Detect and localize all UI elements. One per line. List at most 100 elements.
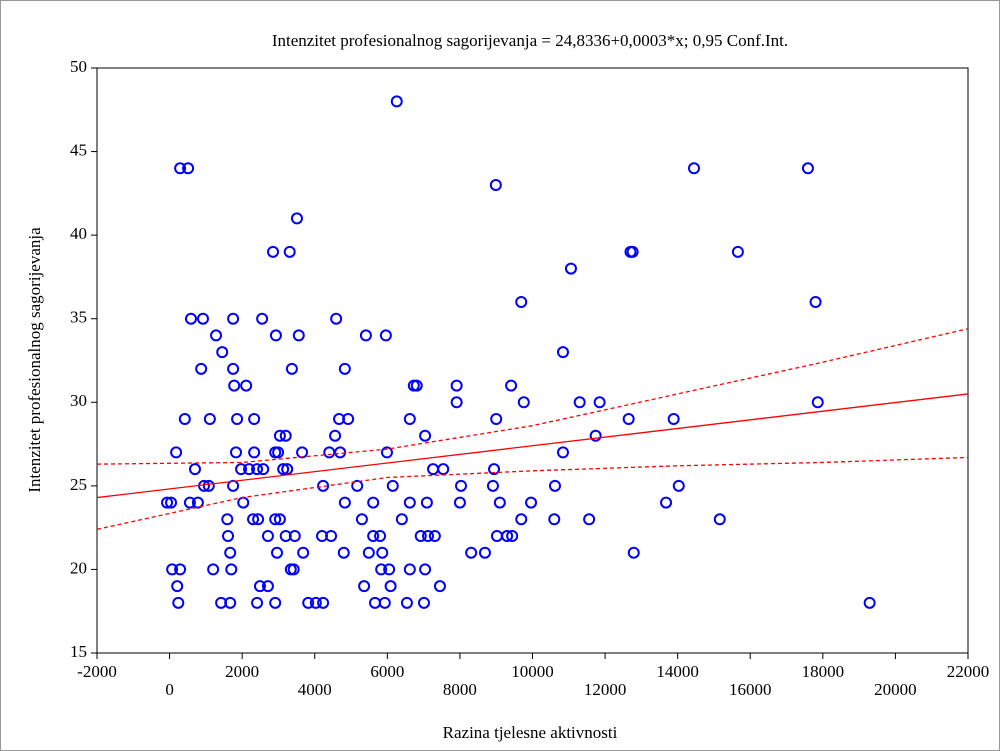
point xyxy=(383,563,396,576)
point xyxy=(419,563,432,576)
regression-line xyxy=(96,393,969,499)
point xyxy=(229,446,242,459)
point xyxy=(251,596,264,609)
point xyxy=(235,463,248,476)
point xyxy=(196,312,209,325)
point xyxy=(380,446,393,459)
point xyxy=(672,479,685,492)
point xyxy=(203,413,216,425)
point xyxy=(228,379,241,392)
point xyxy=(374,530,387,542)
point xyxy=(224,596,237,609)
point xyxy=(253,580,266,593)
point xyxy=(453,496,466,509)
point xyxy=(178,413,191,425)
point xyxy=(338,496,351,509)
point xyxy=(166,563,179,576)
point xyxy=(731,245,744,258)
point xyxy=(400,596,413,609)
point xyxy=(626,245,639,258)
point xyxy=(358,580,371,593)
point xyxy=(506,530,519,542)
point xyxy=(379,329,392,342)
point xyxy=(490,413,503,425)
point xyxy=(433,580,446,593)
point xyxy=(367,530,380,542)
point xyxy=(183,496,196,509)
point xyxy=(863,596,876,609)
point xyxy=(325,530,338,542)
point xyxy=(170,446,183,459)
point xyxy=(247,513,260,526)
point xyxy=(403,563,416,576)
point xyxy=(489,179,502,191)
point xyxy=(515,296,528,308)
point xyxy=(811,396,824,409)
point xyxy=(240,379,253,392)
point xyxy=(455,479,468,492)
point xyxy=(317,596,330,609)
point xyxy=(277,463,290,476)
point xyxy=(207,563,220,576)
point xyxy=(210,329,223,342)
point xyxy=(292,329,305,342)
x-tick-label: 16000 xyxy=(729,680,772,699)
point xyxy=(171,580,184,593)
point xyxy=(261,580,274,593)
point xyxy=(329,429,342,442)
x-tick-label: 10000 xyxy=(511,662,554,681)
point xyxy=(488,463,501,476)
point xyxy=(337,546,350,559)
point xyxy=(390,95,403,108)
y-tick-label: 20 xyxy=(70,558,87,577)
y-tick-label: 40 xyxy=(70,224,87,243)
x-axis-label: Razina tjelesne aktivnosti xyxy=(443,723,618,742)
point xyxy=(184,312,197,325)
x-tick-label: -2000 xyxy=(77,662,117,681)
point xyxy=(589,429,602,442)
point xyxy=(627,546,640,559)
point xyxy=(501,530,514,542)
point xyxy=(288,530,301,542)
point xyxy=(410,379,423,392)
point xyxy=(421,530,434,542)
y-tick-label: 30 xyxy=(70,391,87,410)
point xyxy=(359,329,372,342)
plot-area xyxy=(96,67,969,654)
point xyxy=(386,479,399,492)
point xyxy=(622,413,635,425)
point xyxy=(222,530,235,542)
point xyxy=(420,496,433,509)
point xyxy=(221,513,234,526)
point xyxy=(395,513,408,526)
point xyxy=(367,496,380,509)
point xyxy=(272,446,285,459)
point xyxy=(556,446,569,459)
x-tick-label: 18000 xyxy=(802,662,845,681)
point xyxy=(309,596,322,609)
point xyxy=(517,396,530,409)
point xyxy=(515,513,528,526)
point xyxy=(248,446,261,459)
point xyxy=(243,463,256,476)
point xyxy=(428,530,441,542)
point xyxy=(224,546,237,559)
point xyxy=(256,312,269,325)
point xyxy=(290,212,303,225)
point xyxy=(165,496,178,509)
point xyxy=(801,162,814,175)
point xyxy=(414,530,427,542)
point xyxy=(216,346,229,359)
y-tick-label: 50 xyxy=(70,57,87,76)
x-tick-label: 0 xyxy=(165,680,174,699)
point xyxy=(261,530,274,542)
point xyxy=(338,362,351,375)
point xyxy=(172,596,185,609)
point xyxy=(419,429,432,442)
point xyxy=(403,496,416,509)
point xyxy=(667,413,680,425)
x-tick-label: 4000 xyxy=(298,680,332,699)
point xyxy=(713,513,726,526)
point xyxy=(252,513,265,526)
